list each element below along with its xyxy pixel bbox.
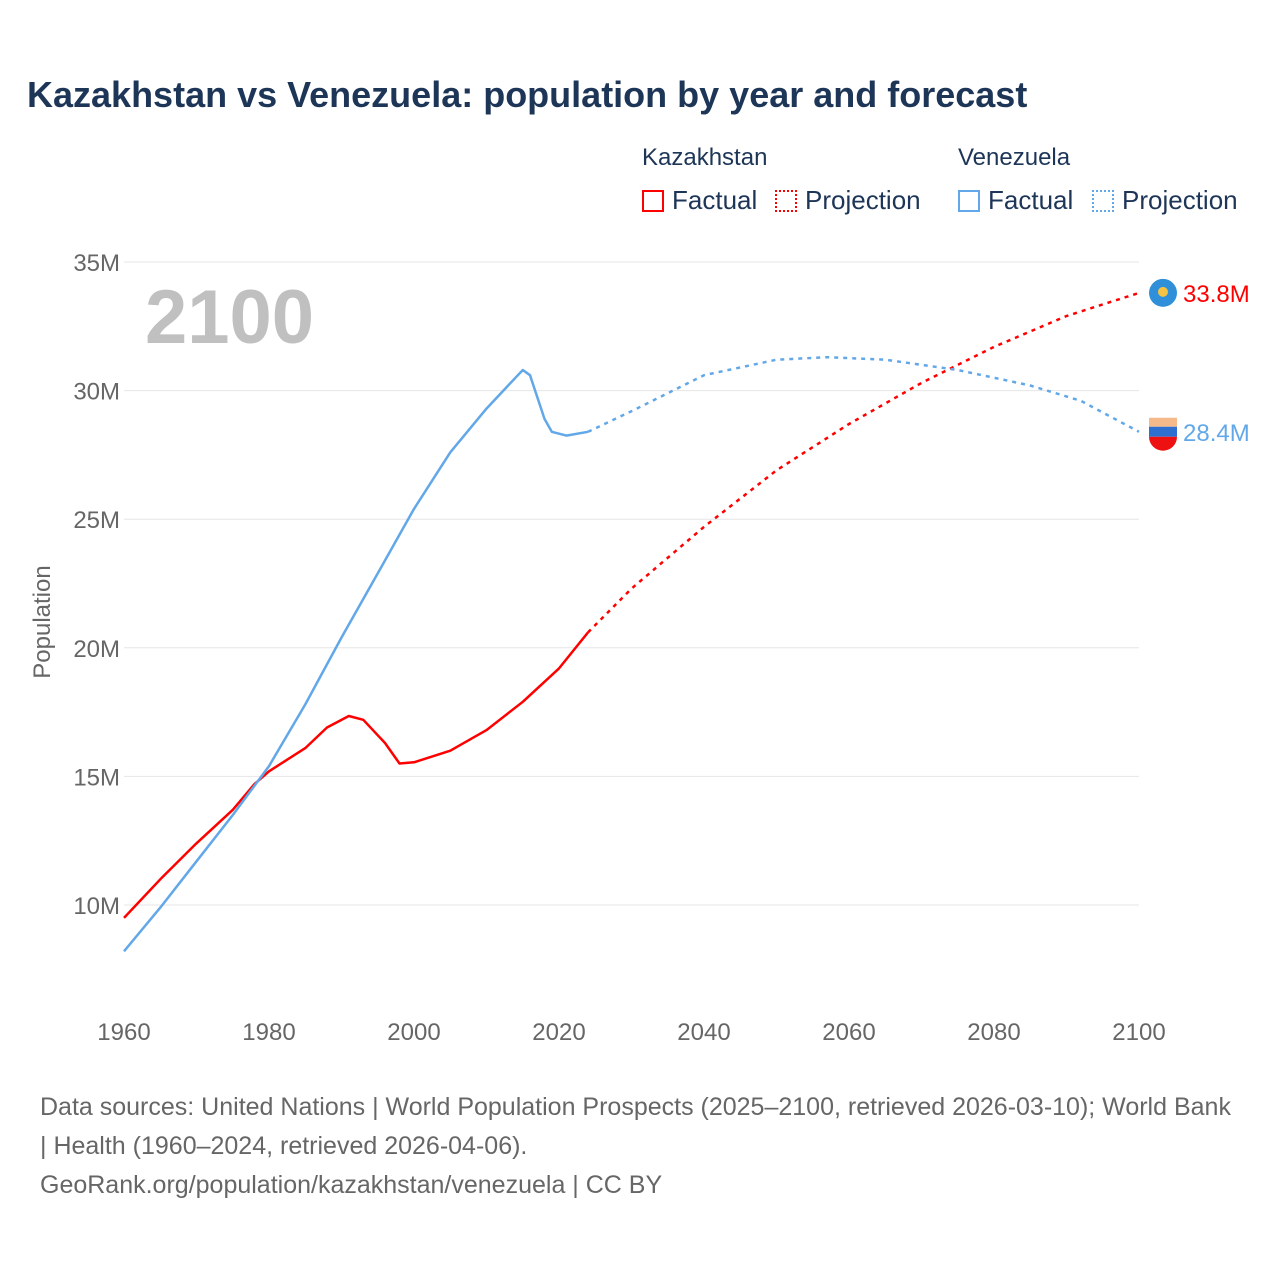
footer: Data sources: United Nations | World Pop… — [40, 1088, 1240, 1205]
y-axis-label: Population — [29, 565, 56, 678]
year-overlay: 2100 — [145, 275, 314, 360]
legend-swatch-solid — [642, 189, 664, 212]
y-tick-label: 20M — [73, 636, 120, 663]
x-tick-label: 1960 — [97, 1019, 150, 1046]
y-tick-label: 10M — [73, 893, 120, 920]
legend-header-venezuela: Venezuela — [958, 144, 1071, 171]
x-tick-label: 2040 — [677, 1019, 730, 1046]
flag-stripe — [1149, 426, 1177, 437]
flag-stripe — [1149, 436, 1177, 451]
legend-kazakhstan-factual[interactable]: Factual — [642, 185, 757, 216]
y-tick-label: 25M — [73, 507, 120, 534]
flag-sun — [1158, 286, 1168, 297]
legend-header-kazakhstan: Kazakhstan — [642, 144, 768, 171]
legend-label: Projection — [1122, 185, 1238, 215]
legend-swatch-solid — [958, 189, 980, 212]
kazakhstan-projection-line — [587, 291, 1140, 634]
footer-sources: Data sources: United Nations | World Pop… — [40, 1093, 1231, 1160]
x-tick-label: 1980 — [242, 1019, 295, 1046]
legend-swatch-dotted — [1092, 189, 1114, 212]
legend-venezuela-projection[interactable]: Projection — [1092, 185, 1238, 216]
y-tick-label: 15M — [73, 764, 120, 791]
legend-swatch-dotted — [775, 189, 797, 212]
x-tick-label: 2060 — [822, 1019, 875, 1046]
x-tick-label: 2100 — [1112, 1019, 1165, 1046]
y-tick-label: 30M — [73, 379, 120, 406]
venezuela-flag-icon — [1149, 417, 1177, 427]
kazakhstan-end-label: 33.8M — [1183, 281, 1250, 308]
venezuela-end-label: 28.4M — [1183, 420, 1250, 447]
legend-label: Factual — [988, 185, 1074, 215]
legend-label: Projection — [805, 185, 921, 215]
legend-kazakhstan-projection[interactable]: Projection — [775, 185, 921, 216]
x-tick-label: 2080 — [967, 1019, 1020, 1046]
x-tick-label: 2000 — [387, 1019, 440, 1046]
footer-link[interactable]: GeoRank.org/population/kazakhstan/venezu… — [40, 1171, 663, 1199]
legend-label: Factual — [672, 185, 758, 215]
venezuela-factual-line — [123, 368, 589, 953]
venezuela-projection-line — [587, 355, 1140, 433]
legend-venezuela-factual[interactable]: Factual — [958, 185, 1073, 216]
kazakhstan-factual-line — [123, 631, 589, 919]
x-tick-label: 2020 — [532, 1019, 585, 1046]
chart-title: Kazakhstan vs Venezuela: population by y… — [27, 74, 1028, 115]
y-tick-label: 35M — [73, 250, 120, 277]
